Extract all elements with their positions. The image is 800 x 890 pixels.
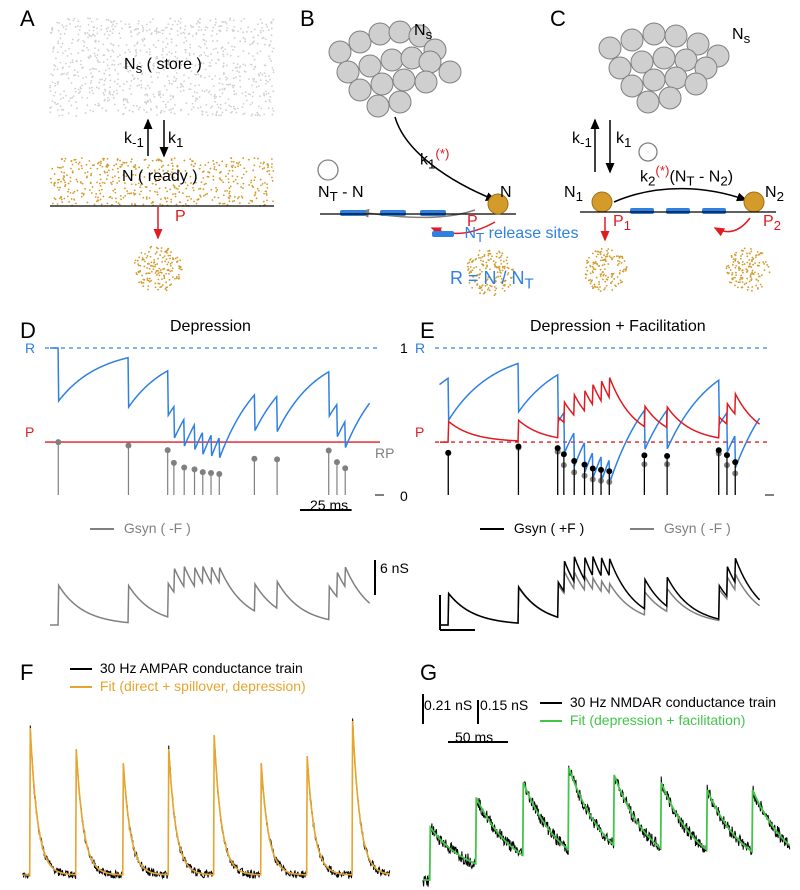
label-A-km1: k-1 xyxy=(124,130,144,150)
label-D-R: R xyxy=(25,340,35,356)
label-B-NT-N: NT - N xyxy=(318,184,364,204)
panel-D-svg xyxy=(30,340,410,545)
label-A-P: P xyxy=(175,208,186,226)
label-ratio: R = N / NT xyxy=(450,268,534,293)
label-B-Ns: Ns xyxy=(414,22,432,42)
figure-multipanel: { "layout": { "width": 800, "height": 88… xyxy=(0,0,800,889)
panel-C-svg xyxy=(550,12,800,312)
label-C-Ns: Ns xyxy=(732,26,750,46)
label-NT-release: NT release sites xyxy=(432,225,578,245)
scale-FG-svg xyxy=(420,690,540,750)
panel-label-G: G xyxy=(420,660,437,686)
legend-E-gsynF: Gsyn ( +F ) xyxy=(480,520,584,536)
label-D-1: 1 xyxy=(400,340,408,356)
panel-E-gsyn-svg xyxy=(420,540,800,640)
label-C-P1: P1 xyxy=(613,213,631,233)
label-E-R: R xyxy=(415,340,425,356)
legend-G-2: Fit (depression + facilitation) xyxy=(540,712,745,728)
legend-G-1: 30 Hz NMDAR conductance train xyxy=(540,694,776,710)
panel-D-gsyn-svg xyxy=(30,540,410,640)
label-C-N1: N1 xyxy=(564,184,583,204)
label-C-N2: N2 xyxy=(765,184,784,204)
legend-E-gsyn: Gsyn ( -F ) xyxy=(630,520,731,536)
label-D-0: 0 xyxy=(400,488,408,504)
label-C-k2: k2(*)(NT - N2) xyxy=(640,163,733,189)
label-C-k1: k1 xyxy=(616,130,631,150)
panel-label-A: A xyxy=(20,6,35,32)
legend-D-gsyn: Gsyn ( -F ) xyxy=(90,520,191,536)
panel-G-svg xyxy=(420,730,800,890)
legend-F-1: 30 Hz AMPAR conductance train xyxy=(70,660,303,676)
panel-F-svg xyxy=(20,695,400,885)
label-A-k1: k1 xyxy=(168,130,183,150)
panel-E-svg xyxy=(420,340,800,545)
legend-F-2: Fit (direct + spillover, depression) xyxy=(70,678,306,694)
panel-label-F: F xyxy=(20,660,33,686)
title-D: Depression xyxy=(170,318,251,336)
label-E-P: P xyxy=(415,424,424,440)
label-A-ready: N ( ready ) xyxy=(122,168,198,186)
label-D-P: P xyxy=(25,424,34,440)
label-A-store: Ns ( store ) xyxy=(124,56,202,76)
label-B-N: N xyxy=(500,184,512,202)
label-C-km1: k-1 xyxy=(572,130,592,150)
label-B-k1: k1(*) xyxy=(420,146,450,172)
scale-D-t: 25 ms xyxy=(310,497,348,513)
label-D-RP: RP xyxy=(375,445,394,461)
title-E: Depression + Facilitation xyxy=(530,318,706,336)
label-C-P2: P2 xyxy=(763,213,781,233)
